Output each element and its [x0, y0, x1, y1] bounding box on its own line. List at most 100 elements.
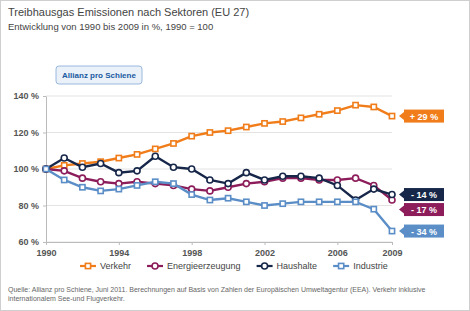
data-point	[170, 164, 176, 170]
x-axis-line	[47, 242, 393, 243]
x-tick-label: 2002	[255, 248, 275, 258]
series-line	[46, 169, 392, 200]
end-label: - 34 %	[399, 225, 444, 238]
data-point	[389, 113, 394, 118]
x-tick: 1994	[109, 242, 129, 258]
data-point	[116, 155, 121, 160]
data-point	[80, 185, 85, 190]
data-point	[371, 186, 377, 192]
end-label-pointer	[399, 191, 404, 199]
data-point	[298, 115, 303, 120]
data-point	[262, 177, 268, 183]
grid	[46, 96, 392, 242]
data-point	[189, 166, 195, 172]
y-tick-mark	[43, 96, 46, 97]
data-point	[153, 179, 158, 184]
source: Quelle: Allianz pro Schiene, Juni 2011. …	[8, 286, 425, 303]
series	[43, 166, 395, 203]
data-point	[335, 199, 340, 204]
chart: Treibhausgas Emissionen nach Sektoren (E…	[0, 0, 470, 311]
y-tick-label: 140 %	[13, 91, 39, 101]
data-point	[79, 175, 85, 181]
y-tick: 120 %	[13, 128, 46, 138]
logo-text: Allianz pro Schiene	[62, 71, 136, 80]
grid-line	[46, 242, 392, 243]
x-tick: 2002	[255, 242, 275, 258]
data-point	[43, 166, 48, 171]
series-line	[46, 169, 392, 231]
x-tick-label: 1998	[182, 248, 202, 258]
series	[43, 153, 395, 203]
data-point	[244, 124, 249, 129]
data-point	[243, 181, 249, 187]
data-point	[153, 146, 158, 151]
end-label-box	[404, 188, 444, 201]
data-point	[353, 199, 358, 204]
end-label-text: + 29 %	[410, 112, 438, 122]
logo: Allianz pro Schiene	[56, 66, 142, 84]
y-tick-label: 100 %	[13, 164, 39, 174]
data-point	[116, 186, 121, 191]
y-tick: 100 %	[13, 164, 46, 174]
y-tick-label: 60 %	[18, 237, 39, 247]
y-tick-label: 120 %	[13, 128, 39, 138]
x-tick-label: 2009	[382, 248, 402, 258]
data-point	[389, 228, 394, 233]
data-point	[353, 103, 358, 108]
end-label-pointer	[399, 112, 404, 120]
data-point	[134, 168, 140, 174]
x-tick-mark	[46, 242, 47, 245]
data-point	[116, 170, 122, 176]
y-tick-mark	[43, 206, 46, 207]
data-point	[226, 128, 231, 133]
end-label: - 14 %	[399, 188, 444, 201]
legend-item: Verkehr	[80, 261, 131, 271]
y-tick-label: 80 %	[18, 201, 39, 211]
x-tick: 1998	[182, 242, 202, 258]
data-point	[353, 175, 359, 181]
data-point	[317, 199, 322, 204]
end-label-box	[404, 110, 444, 123]
data-point	[335, 108, 340, 113]
grid-line	[46, 96, 392, 97]
data-point	[243, 170, 249, 176]
legend-label: Haushalte	[277, 261, 318, 271]
legend: Verkehr Energieerzeugung Haushalte Industri…	[80, 261, 388, 271]
data-point	[262, 203, 267, 208]
legend-label: Energieerzeugung	[167, 261, 241, 271]
legend-label: Verkehr	[100, 261, 131, 271]
data-point	[226, 196, 231, 201]
legend-label: Industrie	[353, 261, 388, 271]
data-point	[62, 177, 67, 182]
data-point	[316, 175, 322, 181]
logo-box	[56, 66, 142, 84]
data-point	[43, 166, 48, 171]
y-tick-mark	[43, 133, 46, 134]
x-tick-mark	[392, 242, 393, 245]
data-point	[207, 177, 213, 183]
legend-marker	[85, 263, 90, 268]
legend-marker	[152, 263, 158, 269]
data-point	[134, 183, 139, 188]
end-label-pointer	[399, 227, 404, 235]
x-tick-mark	[119, 242, 120, 245]
data-point	[207, 188, 213, 194]
data-point	[371, 207, 376, 212]
title: Treibhausgas Emissionen nach Sektoren (E…	[8, 6, 249, 18]
data-point	[98, 179, 104, 185]
end-label-box	[404, 225, 444, 238]
end-label-text: - 34 %	[411, 227, 437, 237]
end-label: - 17 %	[399, 203, 444, 216]
data-point	[207, 130, 212, 135]
series-line	[46, 156, 392, 200]
data-point	[225, 181, 231, 187]
data-point	[79, 164, 85, 170]
y-axis: 60 % 80 % 100 % 120 % 140 %	[13, 91, 46, 247]
series-line	[46, 105, 392, 169]
subtitle: Entwicklung von 1990 bis 2009 in %, 1990…	[8, 21, 213, 32]
data-point	[189, 134, 194, 139]
end-label-box	[404, 203, 444, 216]
legend-item: Haushalte	[257, 261, 318, 271]
data-point	[171, 181, 176, 186]
series	[43, 103, 394, 172]
